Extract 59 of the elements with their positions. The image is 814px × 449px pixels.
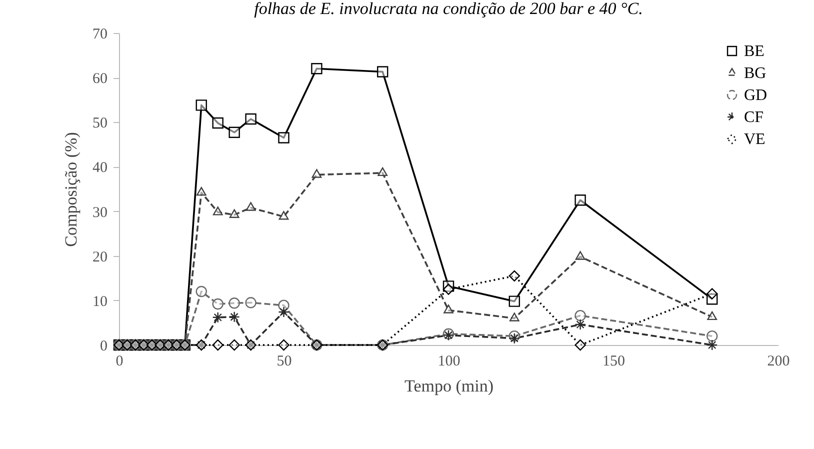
- x-axis-title: Tempo (min): [404, 376, 494, 396]
- point: [228, 126, 240, 138]
- point: [245, 113, 256, 125]
- point: [278, 306, 290, 318]
- point: [574, 194, 586, 206]
- point: [212, 298, 224, 310]
- legend-label: GD: [744, 87, 768, 104]
- point: [707, 311, 718, 320]
- point: [442, 284, 454, 295]
- x-tick-label: 0: [116, 354, 124, 370]
- point: [377, 66, 388, 78]
- x-tick-label: 150: [602, 354, 625, 370]
- point: [706, 339, 718, 351]
- point: [378, 167, 388, 176]
- point: [228, 339, 240, 351]
- point: [196, 100, 207, 111]
- point: [212, 312, 224, 323]
- point: [196, 286, 207, 298]
- legend-label: VE: [744, 131, 766, 148]
- point: [574, 339, 586, 351]
- point: [312, 169, 322, 178]
- point: [574, 310, 586, 322]
- x-tick-label: 200: [767, 354, 790, 370]
- point: [278, 211, 289, 220]
- y-tick-label: 30: [92, 204, 108, 221]
- chart-title: folhas de E. involucrata na condição de 200 bar e 40 °C.: [254, 0, 643, 18]
- point: [575, 251, 586, 260]
- point: [245, 297, 256, 308]
- legend-label: CF: [744, 109, 764, 126]
- point: [444, 304, 454, 314]
- point: [508, 296, 520, 307]
- point: [706, 330, 718, 342]
- point: [509, 312, 520, 322]
- y-tick-label: 70: [92, 26, 108, 42]
- y-tick-label: 50: [92, 116, 108, 132]
- y-tick-label: 10: [92, 294, 108, 310]
- point: [311, 63, 322, 74]
- point: [246, 202, 256, 211]
- x-tick-label: 100: [438, 354, 460, 370]
- point: [229, 209, 240, 218]
- point: [212, 117, 224, 129]
- point: [196, 186, 206, 196]
- y-tick-label: 60: [92, 71, 108, 88]
- y-axis-title: Composição (%): [62, 132, 80, 247]
- x-tick-label: 50: [276, 354, 292, 370]
- y-tick-label: 20: [92, 249, 108, 266]
- point: [228, 311, 240, 323]
- y-tick-label: 0: [100, 338, 108, 354]
- point: [508, 270, 520, 282]
- point: [706, 288, 718, 300]
- legend-label: BE: [744, 43, 764, 60]
- point: [574, 318, 586, 330]
- point: [212, 339, 224, 351]
- y-tick-label: 40: [92, 160, 108, 176]
- point: [212, 206, 223, 216]
- point: [278, 339, 290, 351]
- point: [228, 298, 240, 309]
- point: [278, 132, 290, 144]
- legend-label: BG: [744, 65, 767, 82]
